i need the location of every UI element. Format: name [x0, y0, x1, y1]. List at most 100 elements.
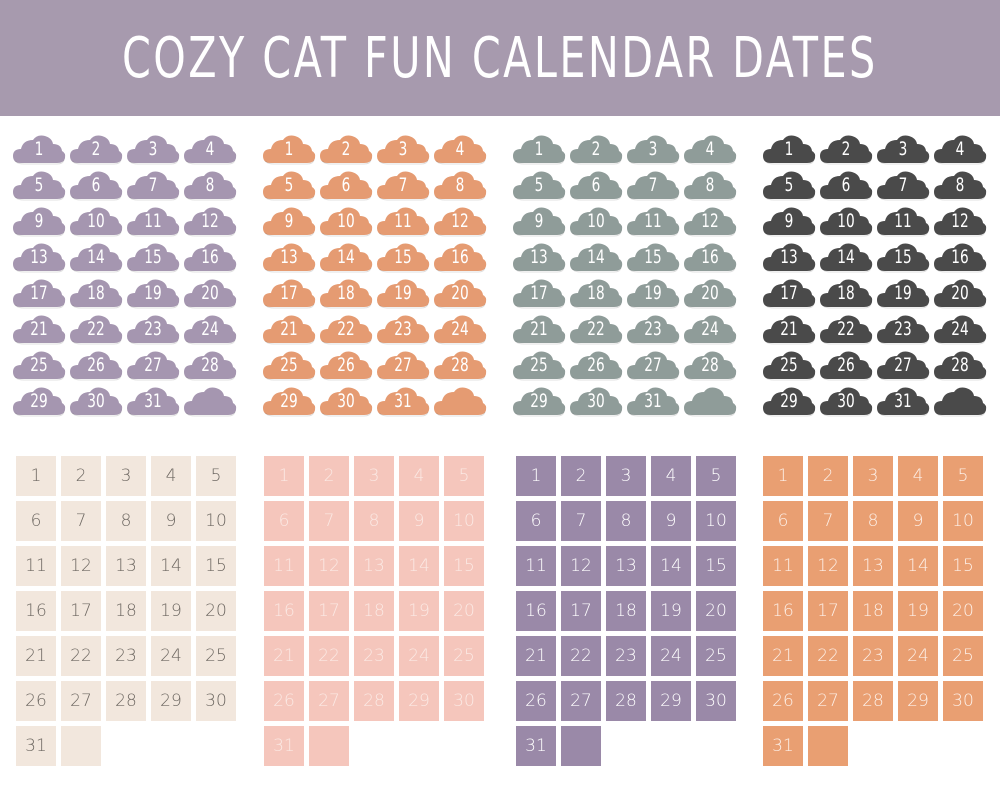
cloud-icon — [877, 171, 930, 201]
date-label: 19 — [144, 282, 162, 304]
cloud-date: 8 — [683, 169, 737, 201]
cloud-icon — [684, 351, 737, 381]
square-date: 18 — [606, 591, 646, 631]
cloud-date: 8 — [183, 169, 237, 201]
square-date: 12 — [61, 546, 101, 586]
cloud-icon — [13, 171, 66, 201]
cloud-date: 3 — [126, 133, 180, 165]
cloud-date: 30 — [319, 385, 373, 417]
cloud-date: 23 — [876, 313, 930, 345]
date-label: 8 — [455, 174, 465, 196]
cloud-icon — [934, 135, 987, 165]
cloud-icon — [934, 171, 987, 201]
cloud-icon — [184, 243, 237, 273]
cloud-icon — [127, 135, 180, 165]
date-label: 23 — [644, 318, 662, 340]
square-date: 17 — [808, 591, 848, 631]
cloud-date: 27 — [626, 349, 680, 381]
cloud-icon — [184, 171, 237, 201]
cloud-icon — [684, 207, 737, 237]
cloud-date — [683, 385, 737, 417]
square-date: 31 — [763, 726, 803, 766]
date-label: 20 — [951, 282, 969, 304]
square-date: 9 — [651, 501, 691, 541]
cloud-icon — [820, 387, 873, 417]
cloud-icon — [934, 387, 987, 417]
square-date: 5 — [444, 456, 484, 496]
square-date: 29 — [651, 681, 691, 721]
cloud-icon — [127, 207, 180, 237]
date-label: 9 — [284, 210, 294, 232]
date-label: 28 — [701, 354, 719, 376]
date-label: 29 — [530, 390, 548, 412]
date-label: 17 — [280, 282, 298, 304]
cloud-date — [933, 385, 987, 417]
cloud-date: 26 — [69, 349, 123, 381]
square-date: 29 — [399, 681, 439, 721]
cloud-icon — [434, 207, 487, 237]
cloud-icon — [513, 207, 566, 237]
cloud-date: 6 — [569, 169, 623, 201]
date-label: 1 — [284, 138, 294, 160]
date-label: 15 — [644, 246, 662, 268]
date-label: 26 — [837, 354, 855, 376]
cloud-date: 28 — [933, 349, 987, 381]
square-date: 18 — [106, 591, 146, 631]
cloud-date — [433, 385, 487, 417]
date-label: 2 — [91, 138, 101, 160]
square-date — [309, 726, 349, 766]
square-date: 22 — [808, 636, 848, 676]
cloud-date: 18 — [569, 277, 623, 309]
cloud-icon — [763, 207, 816, 237]
square-date: 6 — [516, 501, 556, 541]
square-date: 6 — [763, 501, 803, 541]
cloud-icon — [877, 387, 930, 417]
cloud-date: 31 — [876, 385, 930, 417]
cloud-date: 13 — [12, 241, 66, 273]
date-label: 23 — [894, 318, 912, 340]
date-label: 10 — [87, 210, 105, 232]
square-date: 24 — [651, 636, 691, 676]
cloud-icon — [820, 315, 873, 345]
cloud-icon — [763, 387, 816, 417]
cloud-date: 31 — [126, 385, 180, 417]
square-date: 24 — [151, 636, 191, 676]
square-date: 8 — [606, 501, 646, 541]
cloud-icon — [184, 351, 237, 381]
cloud-icon — [570, 387, 623, 417]
square-date: 21 — [264, 636, 304, 676]
date-label: 17 — [530, 282, 548, 304]
square-date: 24 — [898, 636, 938, 676]
cloud-icon — [263, 279, 316, 309]
cloud-date: 4 — [433, 133, 487, 165]
cloud-date: 19 — [876, 277, 930, 309]
square-date: 13 — [606, 546, 646, 586]
square-date: 20 — [943, 591, 983, 631]
cloud-date: 7 — [126, 169, 180, 201]
cloud-date: 21 — [262, 313, 316, 345]
cloud-date: 23 — [376, 313, 430, 345]
cloud-icon — [320, 351, 373, 381]
square-date: 17 — [61, 591, 101, 631]
square-date: 5 — [943, 456, 983, 496]
square-date: 3 — [853, 456, 893, 496]
square-date: 11 — [264, 546, 304, 586]
cloud-icon — [684, 315, 737, 345]
date-label: 14 — [587, 246, 605, 268]
square-date: 10 — [196, 501, 236, 541]
square-date: 31 — [16, 726, 56, 766]
cloud-date: 11 — [876, 205, 930, 237]
cloud-icon — [127, 351, 180, 381]
cloud-date: 1 — [512, 133, 566, 165]
square-date: 2 — [61, 456, 101, 496]
cloud-date: 17 — [512, 277, 566, 309]
cloud-icon — [184, 387, 237, 417]
date-label: 26 — [587, 354, 605, 376]
cloud-date: 22 — [319, 313, 373, 345]
cloud-date: 19 — [376, 277, 430, 309]
cloud-icon — [934, 351, 987, 381]
cloud-icon — [627, 243, 680, 273]
square-date: 24 — [399, 636, 439, 676]
date-label: 2 — [841, 138, 851, 160]
cloud-date: 24 — [183, 313, 237, 345]
